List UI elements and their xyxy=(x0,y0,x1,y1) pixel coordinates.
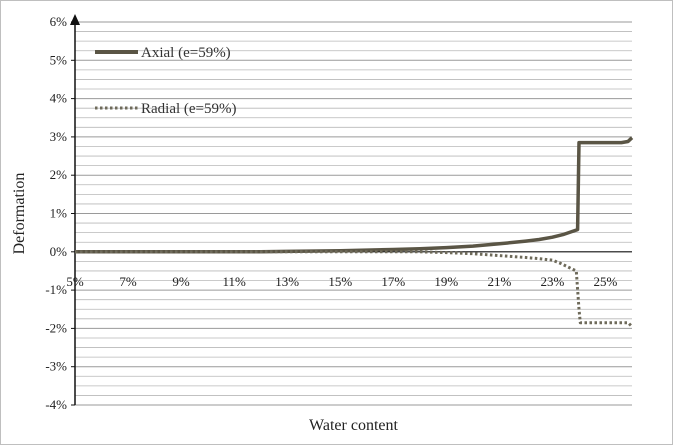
y-tick-label: -2% xyxy=(45,320,67,335)
x-tick-label: 17% xyxy=(381,274,405,289)
y-tick-label: -1% xyxy=(45,282,67,297)
x-tick-labels: 5% 7% 9% 11% 13% 15% 17% 19% 21% 23% 25% xyxy=(66,274,617,289)
legend-label-axial: Axial (e=59%) xyxy=(141,45,231,61)
y-tick-label: 5% xyxy=(50,52,68,67)
y-axis-label: Deformation xyxy=(11,173,28,255)
x-tick-label: 13% xyxy=(275,274,299,289)
radial-series-line xyxy=(75,250,634,328)
y-axis-arrow xyxy=(70,14,80,25)
x-tick-label: 21% xyxy=(487,274,511,289)
x-tick-label: 11% xyxy=(222,274,246,289)
legend-label-radial: Radial (e=59%) xyxy=(141,101,237,117)
y-tick-label: -3% xyxy=(45,359,67,374)
x-axis-label: Water content xyxy=(309,417,398,434)
y-tick-label: 3% xyxy=(50,129,68,144)
x-tick-label: 7% xyxy=(119,274,137,289)
x-tick-label: 15% xyxy=(328,274,352,289)
x-tick-label: 5% xyxy=(66,274,84,289)
y-tick-label: -4% xyxy=(45,397,67,412)
series-lines xyxy=(75,136,634,328)
x-tick-label: 23% xyxy=(541,274,565,289)
y-tick-label: 4% xyxy=(50,91,68,106)
y-tick-label: 6% xyxy=(50,14,68,29)
axial-series-line xyxy=(75,136,634,254)
axes xyxy=(70,14,632,406)
y-tick-label: 2% xyxy=(50,167,68,182)
x-tick-label: 25% xyxy=(594,274,618,289)
y-tick-label: 0% xyxy=(50,244,68,259)
x-tick-label: 9% xyxy=(172,274,190,289)
grid-lines xyxy=(75,21,632,406)
y-tick-labels: 6% 5% 4% 3% 2% 1% 0% -1% -2% -3% -4% xyxy=(45,14,67,412)
x-tick-label: 19% xyxy=(434,274,458,289)
y-tick-label: 1% xyxy=(50,206,68,221)
legend: Axial (e=59%) Radial (e=59%) xyxy=(95,45,237,117)
